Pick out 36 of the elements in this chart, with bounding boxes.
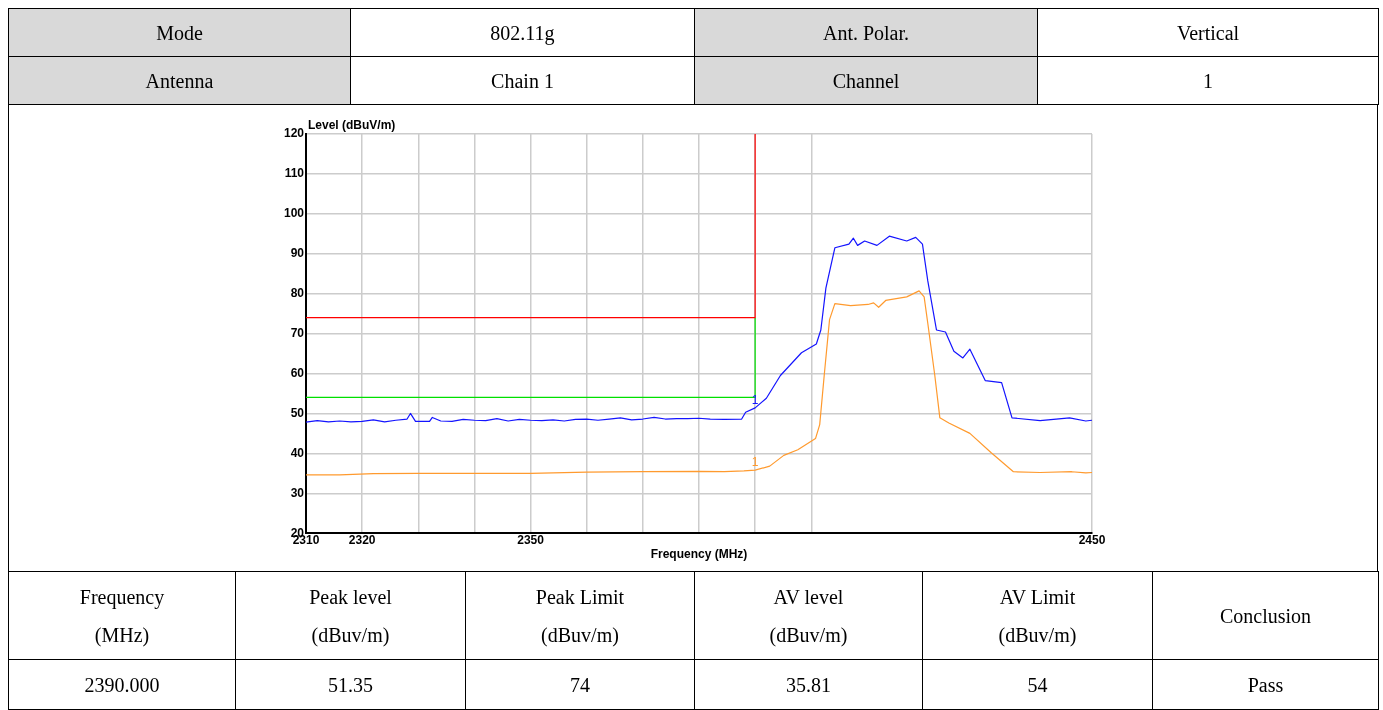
y-tick-label: 60	[290, 365, 305, 380]
annotation: 1	[751, 455, 759, 470]
y-tick-label: 70	[290, 325, 305, 340]
x-tick-label: 2320	[348, 532, 376, 547]
y-tick-label: 30	[290, 485, 305, 500]
y-tick-label: 50	[290, 405, 305, 420]
y-tick-label: 100	[283, 206, 305, 221]
text: Ant. Polar.	[694, 8, 1038, 57]
y-tick-label: 80	[290, 285, 305, 300]
y-tick-label: 90	[290, 246, 305, 261]
x-tick-label: 2350	[517, 532, 545, 547]
y-tick-label: 120	[283, 126, 305, 141]
text: 2390.000	[8, 659, 236, 710]
y-tick-label: 110	[284, 166, 305, 181]
text: AV Limit (dBuv/m)	[922, 571, 1153, 660]
text: Chain 1	[350, 56, 695, 105]
text: 1	[1037, 56, 1379, 105]
text: 802.11g	[350, 8, 695, 57]
text: Antenna	[8, 56, 351, 105]
text: Conclusion	[1152, 571, 1379, 660]
text: Mode	[8, 8, 351, 57]
text: Peak Limit (dBuv/m)	[465, 571, 695, 660]
text: 54	[922, 659, 1153, 710]
y-axis-title: Level (dBuV/m)	[308, 118, 396, 133]
text: 51.35	[235, 659, 466, 710]
text: 35.81	[694, 659, 923, 710]
text: Pass	[1152, 659, 1379, 710]
x-axis-title: Frequency (MHz)	[650, 547, 748, 562]
text: Frequency (MHz)	[8, 571, 236, 660]
y-tick-label: 40	[290, 445, 305, 460]
text: Vertical	[1037, 8, 1379, 57]
text: 74	[465, 659, 695, 710]
text: AV level (dBuv/m)	[694, 571, 923, 660]
text: Channel	[694, 56, 1038, 105]
text: Peak level (dBuv/m)	[235, 571, 466, 660]
x-tick-label: 2450	[1078, 532, 1106, 547]
